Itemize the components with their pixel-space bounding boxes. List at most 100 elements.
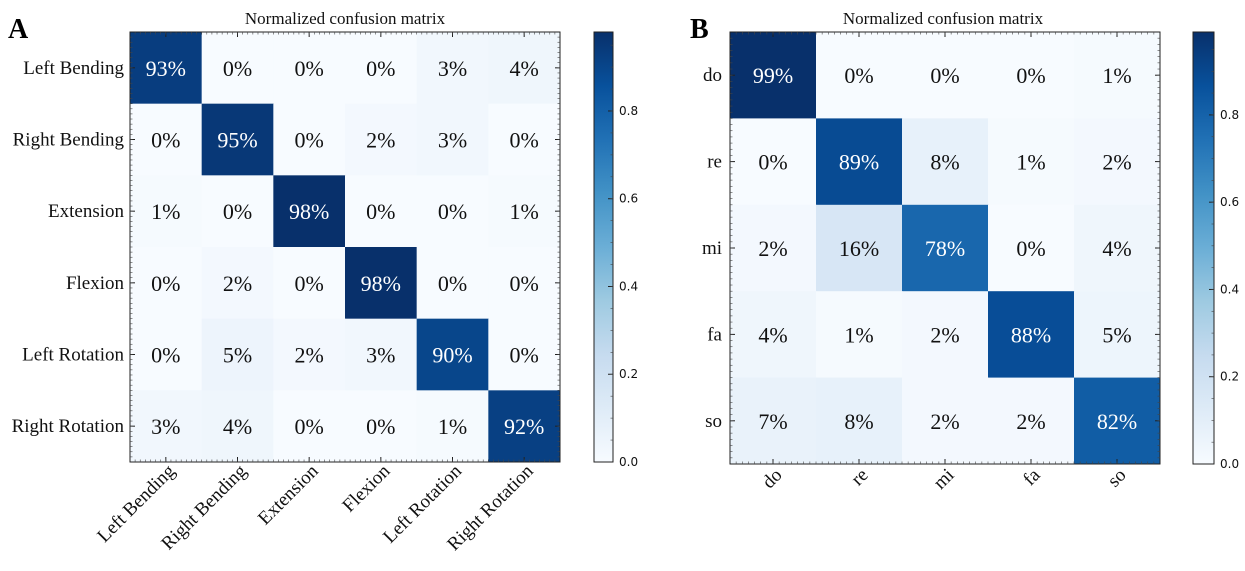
heatmap-cell [988,377,1075,465]
cell-value-label: 98% [361,271,401,296]
heatmap-cell [130,32,203,105]
colorbar-tick-label: 0.8 [619,104,638,118]
cell-value-label: 7% [758,409,787,434]
chart-title-a: Normalized confusion matrix [245,9,446,28]
heatmap-cell [730,32,817,119]
cell-value-label: 1% [1016,150,1045,175]
chart-title-b: Normalized confusion matrix [843,9,1044,28]
heatmap-cell [488,390,561,463]
colorbar-tick-label: 0.0 [1220,457,1239,471]
cell-value-label: 0% [151,128,180,153]
cell-value-label: 0% [366,414,395,439]
heatmap-cell [730,204,817,292]
heatmap-cell [988,32,1075,119]
cell-value-label: 1% [438,414,467,439]
heatmap-cell [416,318,489,391]
cell-value-label: 1% [510,199,539,224]
cell-value-label: 90% [432,343,472,368]
heatmap-cell [902,291,989,379]
heatmap-cell [816,118,903,206]
col-labels-b: do re mi fa so [758,464,1130,493]
heatmap-cell [416,175,489,248]
heatmap-cell [988,118,1075,206]
row-tick-label: Right Rotation [12,416,125,437]
cell-value-label: 0% [223,56,252,81]
cell-value-label: 92% [504,414,544,439]
col-tick-label: re [847,465,872,490]
heatmap-cell [488,32,561,105]
cell-value-label: 0% [223,199,252,224]
cell-value-label: 0% [438,271,467,296]
heatmap-cell [730,118,817,206]
heatmap-cell [201,318,274,391]
heatmap-cell [1074,291,1161,379]
row-labels-b: do re mi fa so [702,65,723,432]
cell-value-label: 4% [1102,236,1131,261]
colorbar-tick-label: 0.4 [1220,282,1239,296]
cell-value-label: 4% [758,322,787,347]
heatmap-cell [345,103,418,176]
heatmap-cell [1074,377,1161,465]
cell-value-label: 3% [366,343,395,368]
cell-value-label: 2% [366,128,395,153]
heatmap-cell [416,103,489,176]
cell-value-label: 0% [758,150,787,175]
row-tick-label: re [707,152,722,173]
cell-value-label: 0% [1016,63,1045,88]
col-tick-label: mi [929,465,958,494]
cell-value-label: 0% [295,128,324,153]
colorbar-gradient [1192,31,1215,465]
heatmap-cell [201,103,274,176]
cell-value-label: 0% [295,56,324,81]
heatmap-cell [488,175,561,248]
cell-value-label: 78% [925,236,965,261]
heatmap-cell [816,32,903,119]
heatmap-cell [201,32,274,105]
heatmap-cell [416,390,489,463]
row-tick-label: Left Bending [23,58,124,79]
cell-value-label: 5% [223,343,252,368]
cell-value-label: 93% [146,56,186,81]
col-tick-label: so [1104,465,1131,492]
heatmap-cell [816,204,903,292]
row-tick-label: Flexion [66,273,125,294]
heatmap-cell [902,118,989,206]
colorbar-tick-label: 0.2 [619,367,638,381]
heatmap-cell [730,377,817,465]
cell-value-label: 2% [223,271,252,296]
row-tick-label: fa [707,324,722,345]
cell-value-label: 2% [930,409,959,434]
cell-value-label: 0% [844,63,873,88]
cell-value-label: 4% [223,414,252,439]
heatmap-cell [488,247,561,320]
heatmap-cell [730,291,817,379]
heatmap-grid-b: 99% 0% 0% 0% 1% 0% 89% 8% 1% 2% 2% 16% 78% 0% 4% 4% 1% 2%… [729,31,1161,465]
row-labels-a: Left Bending Right Bending Extension Flexio… [12,58,125,437]
cell-value-label: 88% [1011,322,1051,347]
cell-value-label: 1% [844,322,873,347]
heatmap-cell [1074,118,1161,206]
cell-value-label: 0% [295,414,324,439]
cell-value-label: 0% [510,343,539,368]
heatmap-cell [416,32,489,105]
cell-value-label: 2% [1102,150,1131,175]
row-tick-label: Extension [48,201,124,222]
heatmap-cell [1074,32,1161,119]
cell-value-label: 95% [217,128,257,153]
colorbar-tick-label: 0.6 [1220,195,1239,209]
heatmap-cell [130,318,203,391]
heatmap-cell [345,32,418,105]
heatmap-cell [273,32,346,105]
heatmap-cell [988,204,1075,292]
panel-label-b: B [690,14,709,45]
col-tick-label: do [758,465,786,493]
confusion-matrix-a: A Normalized confusion matrix 93% 0% 0% 0% 3… [8,9,638,555]
cell-value-label: 2% [1016,409,1045,434]
cell-value-label: 0% [1016,236,1045,261]
colorbar-tick-label: 0.6 [619,192,638,206]
cell-value-label: 3% [438,56,467,81]
heatmap-cell [201,390,274,463]
cell-value-label: 8% [844,409,873,434]
cell-value-label: 0% [930,63,959,88]
